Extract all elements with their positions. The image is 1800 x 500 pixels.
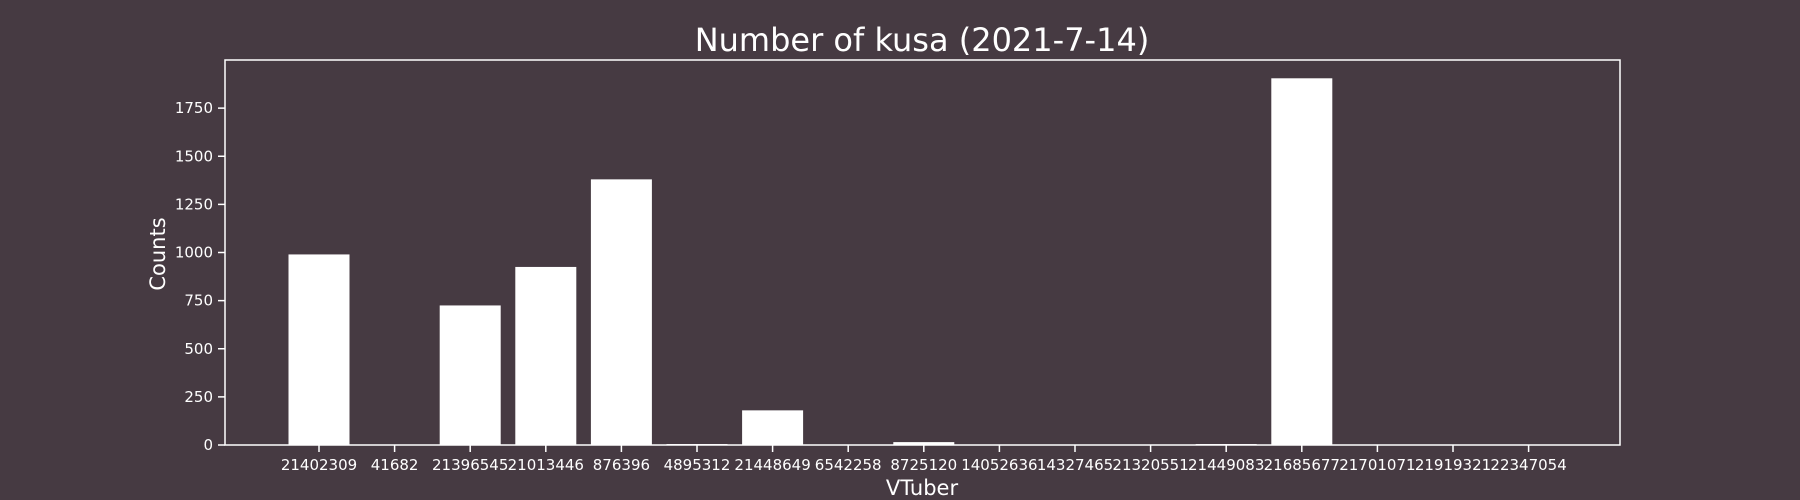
y-tick-label: 500 [184, 340, 213, 358]
x-tick-label: 21919321 [1415, 456, 1491, 474]
y-tick-label: 1250 [175, 195, 213, 213]
x-axis-label: VTuber [886, 476, 959, 500]
plot-frame [224, 59, 1621, 446]
y-tick-label: 750 [184, 292, 213, 310]
x-tick-label: 14052636 [961, 456, 1037, 474]
bar-21402309 [288, 254, 350, 445]
y-tick-label: 1000 [175, 244, 213, 262]
x-tick-label: 8725120 [890, 456, 957, 474]
x-tick-label: 21320551 [1112, 456, 1188, 474]
y-tick-label: 1500 [175, 147, 213, 165]
bar-21685677 [1271, 78, 1333, 445]
x-tick-label: 21449083 [1188, 456, 1264, 474]
x-tick-label: 21402309 [281, 456, 357, 474]
bar-8725120 [893, 442, 955, 445]
y-tick-label: 250 [184, 388, 213, 406]
x-tick-label: 21013446 [508, 456, 584, 474]
x-tick-label: 21685677 [1264, 456, 1340, 474]
x-tick-label: 876396 [593, 456, 650, 474]
x-tick-label: 41682 [371, 456, 419, 474]
bar-21448649 [742, 410, 804, 445]
y-tick-label: 0 [203, 436, 213, 454]
x-tick-label: 21448649 [734, 456, 810, 474]
x-tick-label: 4895312 [664, 456, 731, 474]
bar-21396545 [439, 305, 501, 445]
chart-title: Number of kusa (2021-7-14) [695, 21, 1150, 59]
x-axis-ticks: 21402309 41682 21396545 21013446 876396 48953… [281, 445, 1567, 474]
y-axis-label: Counts [146, 217, 170, 290]
x-tick-label: 22347054 [1490, 456, 1566, 474]
bars [288, 78, 1333, 445]
x-tick-label: 21396545 [432, 456, 508, 474]
bar-876396 [590, 179, 652, 445]
y-axis-ticks: 0 250 500 750 1000 1250 1500 1750 [175, 99, 225, 454]
bar-21013446 [515, 266, 577, 445]
x-tick-label: 6542258 [815, 456, 882, 474]
x-tick-label: 14327465 [1037, 456, 1113, 474]
x-tick-label: 21701071 [1339, 456, 1415, 474]
y-tick-label: 1750 [175, 99, 213, 117]
